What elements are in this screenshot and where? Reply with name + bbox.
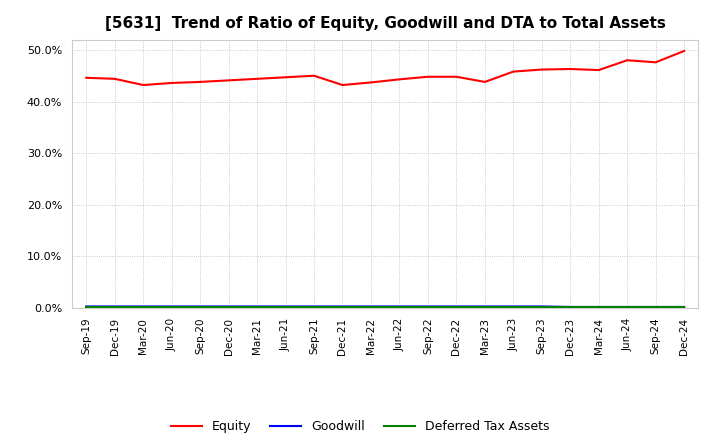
Goodwill bbox=[537, 304, 546, 309]
Goodwill bbox=[395, 304, 404, 309]
Deferred Tax Assets bbox=[509, 304, 518, 310]
Equity bbox=[253, 76, 261, 81]
Equity bbox=[139, 82, 148, 88]
Equity bbox=[480, 79, 489, 84]
Goodwill bbox=[652, 304, 660, 310]
Deferred Tax Assets bbox=[537, 304, 546, 310]
Deferred Tax Assets bbox=[110, 304, 119, 310]
Equity bbox=[566, 66, 575, 72]
Goodwill bbox=[566, 304, 575, 310]
Deferred Tax Assets bbox=[366, 304, 375, 310]
Goodwill bbox=[139, 304, 148, 309]
Equity bbox=[652, 60, 660, 65]
Equity bbox=[196, 79, 204, 84]
Equity bbox=[82, 75, 91, 81]
Goodwill bbox=[366, 304, 375, 309]
Equity bbox=[509, 69, 518, 74]
Deferred Tax Assets bbox=[395, 304, 404, 310]
Equity bbox=[680, 48, 688, 54]
Goodwill bbox=[225, 304, 233, 309]
Deferred Tax Assets bbox=[652, 304, 660, 310]
Goodwill bbox=[509, 304, 518, 309]
Goodwill bbox=[680, 304, 688, 310]
Deferred Tax Assets bbox=[139, 304, 148, 310]
Deferred Tax Assets bbox=[595, 304, 603, 310]
Deferred Tax Assets bbox=[282, 304, 290, 310]
Goodwill bbox=[452, 304, 461, 309]
Equity bbox=[110, 76, 119, 81]
Deferred Tax Assets bbox=[338, 304, 347, 310]
Goodwill bbox=[480, 304, 489, 309]
Goodwill bbox=[82, 304, 91, 309]
Goodwill bbox=[196, 304, 204, 309]
Deferred Tax Assets bbox=[623, 304, 631, 310]
Deferred Tax Assets bbox=[253, 304, 261, 310]
Deferred Tax Assets bbox=[225, 304, 233, 310]
Goodwill bbox=[310, 304, 318, 309]
Equity bbox=[395, 77, 404, 82]
Goodwill bbox=[110, 304, 119, 309]
Equity bbox=[537, 67, 546, 72]
Equity bbox=[623, 58, 631, 63]
Title: [5631]  Trend of Ratio of Equity, Goodwill and DTA to Total Assets: [5631] Trend of Ratio of Equity, Goodwil… bbox=[105, 16, 665, 32]
Deferred Tax Assets bbox=[480, 304, 489, 310]
Deferred Tax Assets bbox=[82, 304, 91, 310]
Goodwill bbox=[282, 304, 290, 309]
Equity bbox=[423, 74, 432, 79]
Goodwill bbox=[167, 304, 176, 309]
Goodwill bbox=[338, 304, 347, 309]
Goodwill bbox=[595, 304, 603, 310]
Deferred Tax Assets bbox=[423, 304, 432, 310]
Equity bbox=[167, 81, 176, 86]
Equity bbox=[338, 82, 347, 88]
Legend: Equity, Goodwill, Deferred Tax Assets: Equity, Goodwill, Deferred Tax Assets bbox=[166, 415, 554, 438]
Goodwill bbox=[423, 304, 432, 309]
Deferred Tax Assets bbox=[566, 304, 575, 310]
Deferred Tax Assets bbox=[310, 304, 318, 310]
Equity bbox=[452, 74, 461, 79]
Equity bbox=[282, 75, 290, 80]
Deferred Tax Assets bbox=[196, 304, 204, 310]
Equity bbox=[225, 78, 233, 83]
Goodwill bbox=[623, 304, 631, 310]
Goodwill bbox=[253, 304, 261, 309]
Deferred Tax Assets bbox=[680, 304, 688, 310]
Equity bbox=[595, 67, 603, 73]
Deferred Tax Assets bbox=[167, 304, 176, 310]
Equity bbox=[310, 73, 318, 78]
Line: Goodwill: Goodwill bbox=[86, 306, 684, 307]
Deferred Tax Assets bbox=[452, 304, 461, 310]
Line: Equity: Equity bbox=[86, 51, 684, 85]
Equity bbox=[366, 80, 375, 85]
